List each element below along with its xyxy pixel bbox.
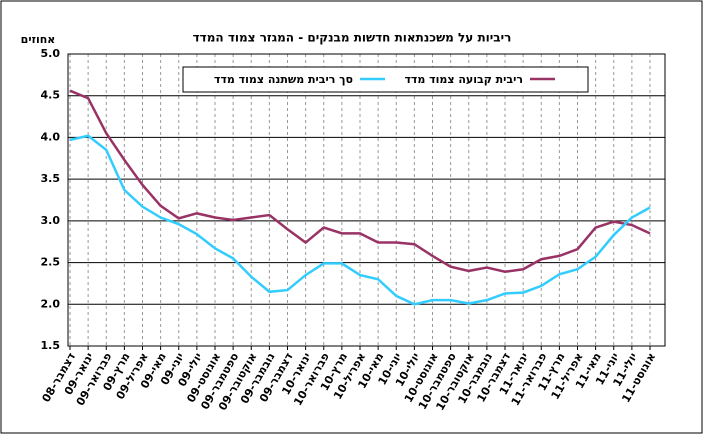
y-tick-label: 5.0 xyxy=(41,47,61,60)
y-tick-label: 4.0 xyxy=(41,130,61,143)
legend-label: ריבית קבועה צמוד מדד xyxy=(404,73,523,86)
series-line xyxy=(69,134,651,306)
series-line xyxy=(69,89,651,274)
legend-box xyxy=(182,66,589,93)
y-tick-label: 3.0 xyxy=(41,214,61,227)
chart-title: ריביות על משכנתאות חדשות מבנקים - המגזר … xyxy=(193,31,512,45)
y-axis-label: אחוזים xyxy=(21,33,56,46)
y-tick-label: 1.5 xyxy=(41,339,61,352)
y-tick-label: 3.5 xyxy=(41,172,61,185)
legend-label: סך ריבית משתנה צמוד מדד xyxy=(214,73,353,86)
y-tick-label: 2.5 xyxy=(41,256,61,269)
plot-area xyxy=(67,53,666,347)
y-tick-label: 4.5 xyxy=(41,89,61,102)
y-tick-label: 2.0 xyxy=(41,297,61,310)
